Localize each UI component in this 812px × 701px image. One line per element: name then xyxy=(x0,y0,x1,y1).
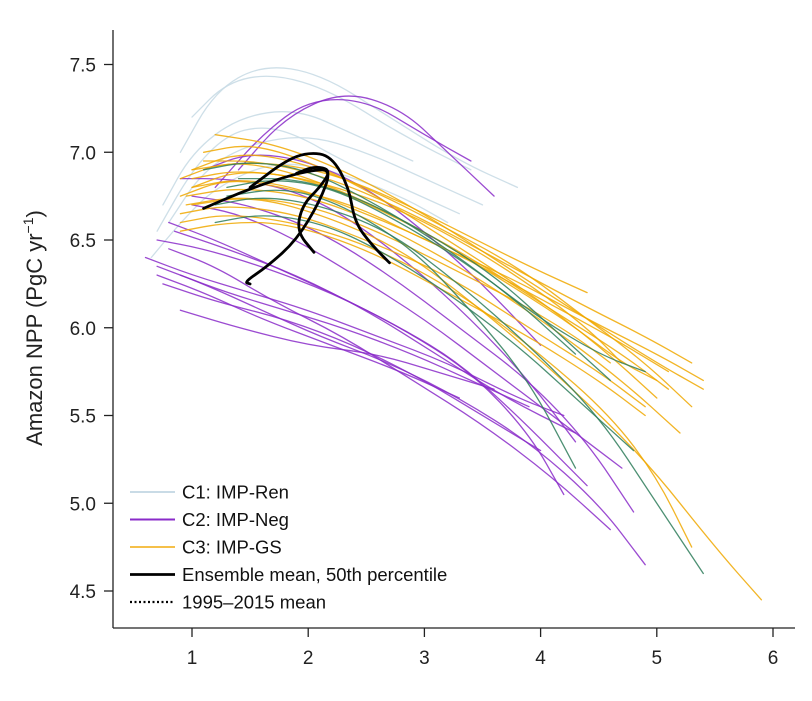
x-tick-label-3: 4 xyxy=(535,648,546,669)
series-line-green-40 xyxy=(214,215,635,452)
legend-label-0: C1: IMP-Ren xyxy=(182,482,289,503)
ensemble-mean-line-0 xyxy=(202,168,330,286)
series-line-c1-5 xyxy=(191,75,472,171)
ensemble-mean-line-2 xyxy=(295,166,330,254)
series-line-c3-26 xyxy=(179,215,693,548)
series-line-c3-25 xyxy=(191,198,763,601)
x-tick-label-5: 6 xyxy=(768,648,779,669)
y-tick-label-1: 5.0 xyxy=(70,494,96,515)
y-tick-label-3: 6.0 xyxy=(70,319,96,340)
series-line-c3-31 xyxy=(202,160,693,364)
series-line-c3-32 xyxy=(179,221,646,417)
x-tick-label-2: 3 xyxy=(419,648,430,669)
y-axis-title-superscript: −1 xyxy=(20,217,36,233)
series-line-green-42 xyxy=(202,162,577,355)
series-line-c1-3 xyxy=(162,111,414,206)
series-line-c3-35 xyxy=(214,134,704,390)
series-line-c2-18 xyxy=(191,204,623,469)
series-line-c2-13 xyxy=(179,309,495,390)
y-tick-label-6: 7.5 xyxy=(70,56,96,77)
series-line-c3-23 xyxy=(179,180,704,382)
series-line-c3-24 xyxy=(191,154,693,408)
ensemble-mean-line-1 xyxy=(248,152,391,265)
series-line-c1-0 xyxy=(156,127,460,232)
series-line-c2-20 xyxy=(191,195,635,513)
series-line-c3-30 xyxy=(185,188,681,434)
ensemble-mean-layer xyxy=(202,152,391,286)
series-line-c2-12 xyxy=(179,274,530,408)
legend-label-2: C3: IMP-GS xyxy=(182,537,282,558)
series-line-c2-11 xyxy=(162,283,542,452)
series-line-c2-21 xyxy=(156,274,460,399)
series-line-green-38 xyxy=(214,197,704,575)
axes: 4.5 5.0 5.5 6.0 6.5 7.0 7.5 1 2 3 4 5 6 xyxy=(70,30,795,669)
y-tick-label-2: 5.5 xyxy=(70,407,96,428)
legend-label-3: Ensemble mean, 50th percentile xyxy=(182,564,447,585)
x-tick-label-1: 2 xyxy=(303,648,314,669)
y-tick-label-0: 4.5 xyxy=(70,582,96,603)
legend: C1: IMP-Ren C2: IMP-Neg C3: IMP-GS Ensemble… xyxy=(130,482,447,613)
legend-label-4: 1995–2015 mean xyxy=(182,592,326,613)
y-tick-label-5: 7.0 xyxy=(70,143,96,164)
x-tick-label-4: 5 xyxy=(652,648,663,669)
legend-label-1: C2: IMP-Neg xyxy=(182,509,289,530)
y-axis-title-close: ) xyxy=(22,210,47,217)
y-tick-label-4: 6.5 xyxy=(70,231,96,252)
series-line-green-39 xyxy=(226,180,646,373)
series-line-c3-34 xyxy=(191,171,623,364)
series-line-c3-27 xyxy=(202,145,658,399)
series-line-c2-19 xyxy=(173,230,577,434)
series-line-c2-9 xyxy=(168,221,588,487)
y-axis-title-text: Amazon NPP (PgC yr xyxy=(22,233,47,445)
series-line-c2-6 xyxy=(144,256,565,417)
series-line-c1-2 xyxy=(179,67,519,189)
series-line-c2-17 xyxy=(237,95,495,197)
series-line-c2-16 xyxy=(214,98,472,189)
series-line-c2-10 xyxy=(168,248,611,531)
series-line-c3-28 xyxy=(179,206,646,408)
series-layer xyxy=(144,67,763,601)
x-tick-label-0: 1 xyxy=(187,648,198,669)
y-axis-title: Amazon NPP (PgC yr−1) xyxy=(20,210,47,446)
